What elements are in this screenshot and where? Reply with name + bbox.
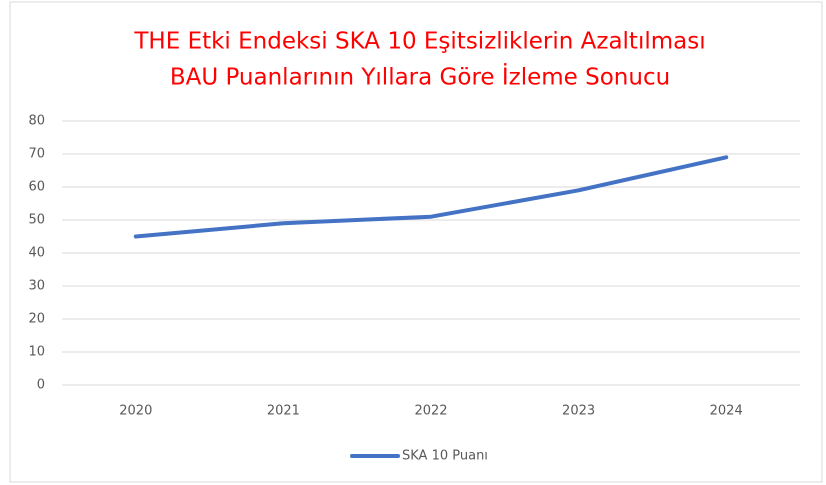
legend-label: SKA 10 Puanı xyxy=(402,449,488,464)
chart-title: BAU Puanlarının Yıllara Göre İzleme Sonu… xyxy=(170,63,670,91)
chart-title: THE Etki Endeksi SKA 10 Eşitsizliklerin … xyxy=(133,29,705,55)
chart-frame xyxy=(9,1,823,483)
y-tick-label: 10 xyxy=(28,345,45,360)
x-tick-label: 2021 xyxy=(267,404,300,419)
y-tick-label: 50 xyxy=(28,213,45,228)
y-tick-label: 20 xyxy=(28,312,45,327)
y-tick-label: 40 xyxy=(28,246,45,261)
y-tick-label: 70 xyxy=(28,147,45,162)
x-tick-label: 2024 xyxy=(710,404,743,419)
x-tick-label: 2022 xyxy=(414,404,447,419)
y-tick-label: 60 xyxy=(28,180,45,195)
x-tick-label: 2023 xyxy=(562,404,595,419)
y-tick-label: 30 xyxy=(28,279,45,294)
y-tick-label: 0 xyxy=(37,378,45,393)
x-tick-label: 2020 xyxy=(119,404,152,419)
data-line xyxy=(133,155,729,239)
y-tick-label: 80 xyxy=(28,114,45,129)
